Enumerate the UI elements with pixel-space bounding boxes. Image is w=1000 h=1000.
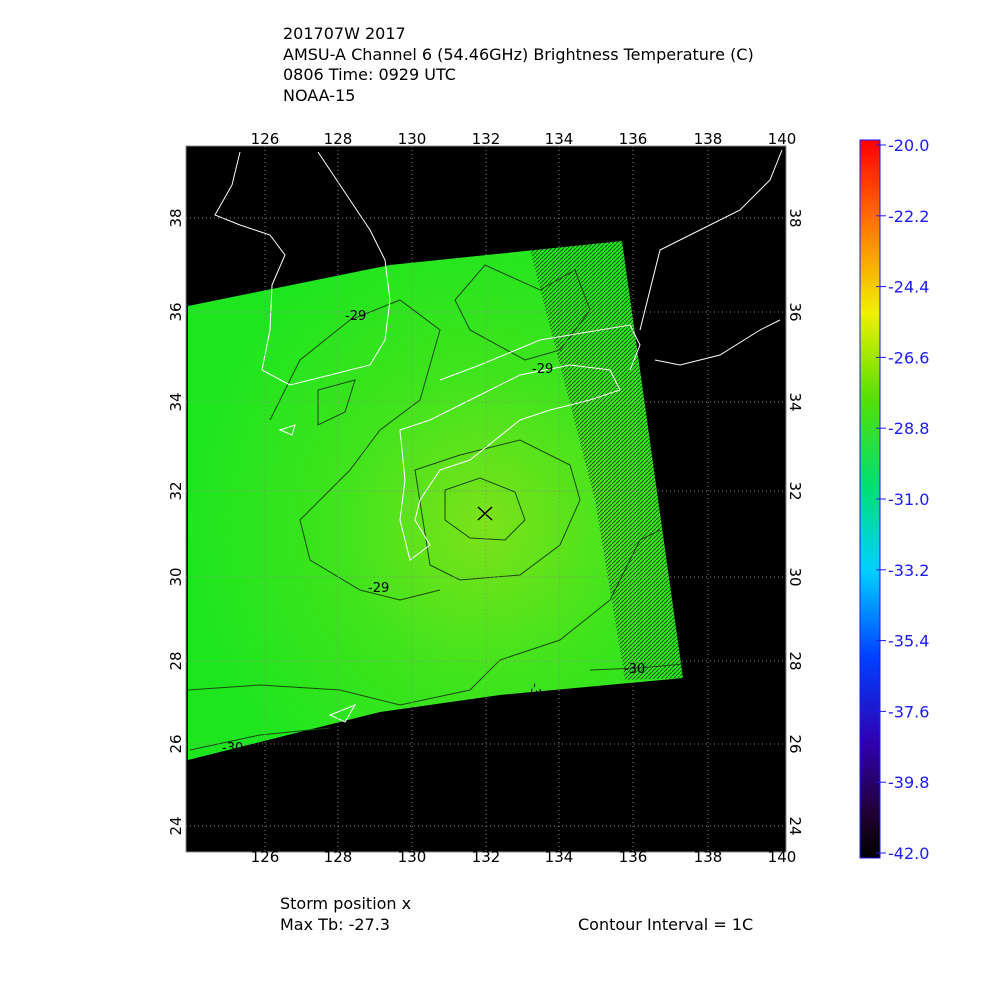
lon-label: 134	[545, 130, 574, 148]
lat-label: 36	[167, 302, 185, 321]
contour	[187, 529, 661, 706]
lon-label: 140	[768, 848, 797, 866]
colorbar-ticks: -20.0 -22.2 -24.4 -26.6 -28.8 -31.0 -33.2 -35.4…	[876, 136, 929, 863]
contour-label: -30	[624, 662, 645, 677]
contours	[187, 264, 684, 751]
lon-label: 126	[251, 130, 280, 148]
contour	[317, 379, 356, 426]
lat-label: 32	[786, 481, 804, 500]
colorbar-label: -39.8	[888, 773, 929, 792]
lat-label: 28	[786, 651, 804, 670]
lon-label: 132	[472, 848, 501, 866]
colorbar-label: -31.0	[888, 490, 929, 509]
lat-label: 36	[786, 302, 804, 321]
lat-label: 32	[167, 481, 185, 500]
lon-label: 136	[619, 130, 648, 148]
contour-label: -29	[368, 581, 389, 596]
header-line: NOAA-15	[283, 86, 355, 105]
lat-label: 26	[786, 734, 804, 753]
max-tb: Max Tb: -27.3	[280, 915, 390, 934]
contour-interval: Contour Interval = 1C	[578, 915, 753, 934]
lon-label: 138	[694, 130, 723, 148]
colorbar: -20.0 -22.2 -24.4 -26.6 -28.8 -31.0 -33.2 -35.4…	[859, 136, 929, 863]
lat-label: 38	[786, 208, 804, 227]
lon-label: 130	[398, 848, 427, 866]
contour	[414, 439, 581, 581]
header-line: AMSU-A Channel 6 (54.46GHz) Brightness T…	[283, 45, 754, 64]
lon-label: 132	[472, 130, 501, 148]
lat-label: 34	[786, 392, 804, 411]
coast	[278, 424, 296, 436]
graticule	[186, 146, 786, 852]
lon-label: 128	[324, 130, 353, 148]
contour	[444, 477, 526, 541]
colorbar-label: -35.4	[888, 632, 929, 651]
contour-label: -29	[532, 362, 553, 377]
coast	[654, 319, 781, 366]
colorbar-label: -26.6	[888, 348, 929, 367]
storm-x	[477, 506, 493, 521]
lon-label: 134	[545, 848, 574, 866]
lat-label: 24	[167, 816, 185, 835]
colorbar-label: -37.6	[888, 702, 929, 721]
lat-label: 24	[786, 816, 804, 835]
lon-label: 130	[398, 130, 427, 148]
storm-note: Storm position x	[280, 894, 411, 913]
storm-position	[477, 506, 493, 521]
header-line: 201707W 2017	[283, 24, 406, 43]
colorbar-label: -42.0	[888, 844, 929, 863]
lat-label: 30	[786, 567, 804, 586]
header-line: 0806 Time: 0929 UTC	[283, 65, 456, 84]
edge-hatch	[530, 241, 683, 680]
colorbar-label: -24.4	[888, 278, 929, 297]
colorbar-label: -28.8	[888, 419, 929, 438]
header: 201707W 2017 AMSU-A Channel 6 (54.46GHz)…	[283, 24, 754, 105]
contour-label: -30	[222, 741, 243, 756]
lat-label: 28	[167, 651, 185, 670]
contour	[454, 264, 591, 361]
lon-label: 138	[694, 848, 723, 866]
lat-label: 26	[167, 734, 185, 753]
map-ticks: 126 126 128 128 130 130 132 132 134 134 136 136 138 1…	[167, 130, 804, 866]
contour	[589, 663, 684, 671]
footer: Storm position x Max Tb: -27.3 Contour I…	[280, 894, 753, 934]
lat-label: 38	[167, 208, 185, 227]
coast	[214, 151, 391, 386]
coast	[439, 324, 641, 381]
colorbar-label: -33.2	[888, 561, 929, 580]
lat-label: 34	[167, 392, 185, 411]
contour-label: -29	[345, 309, 366, 324]
coast	[399, 364, 621, 561]
contour-label: -30	[527, 683, 542, 704]
map: 126 126 128 128 130 130 132 132 134 134 136 136 138 1…	[167, 130, 804, 866]
lon-label: 126	[251, 848, 280, 866]
colorbar-label: -20.0	[888, 136, 929, 155]
coast	[639, 149, 783, 331]
lon-label: 128	[324, 848, 353, 866]
contour	[189, 727, 331, 751]
lon-label: 140	[768, 130, 797, 148]
colorbar-label: -22.2	[888, 207, 929, 226]
lon-label: 136	[619, 848, 648, 866]
lat-label: 30	[167, 567, 185, 586]
contour	[269, 299, 441, 601]
